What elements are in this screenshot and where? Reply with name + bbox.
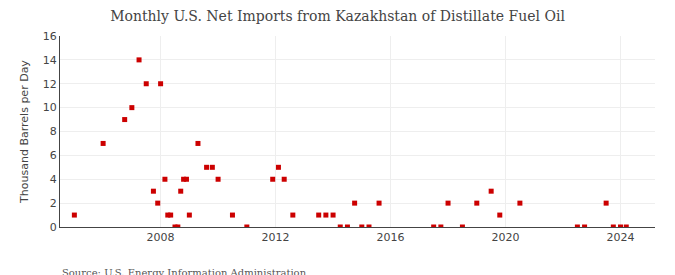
- svg-text:2: 2: [50, 197, 57, 210]
- svg-text:2024: 2024: [607, 231, 635, 244]
- svg-text:2016: 2016: [377, 231, 405, 244]
- svg-text:16: 16: [43, 30, 57, 43]
- svg-text:Monthly U.S. Net Imports from: Monthly U.S. Net Imports from Kazakhstan…: [110, 8, 565, 24]
- svg-text:Source: U.S. Energy Informatio: Source: U.S. Energy Information Administ…: [62, 267, 307, 275]
- svg-text:2008: 2008: [147, 231, 175, 244]
- svg-text:6: 6: [50, 149, 57, 162]
- svg-text:4: 4: [50, 173, 57, 186]
- svg-text:Thousand Barrels per Day: Thousand Barrels per Day: [18, 60, 31, 204]
- svg-text:8: 8: [50, 125, 57, 138]
- svg-text:14: 14: [43, 54, 57, 67]
- svg-text:12: 12: [43, 78, 57, 91]
- svg-text:0: 0: [50, 221, 57, 234]
- svg-text:2012: 2012: [262, 231, 290, 244]
- svg-text:10: 10: [43, 101, 57, 114]
- svg-text:2020: 2020: [492, 231, 520, 244]
